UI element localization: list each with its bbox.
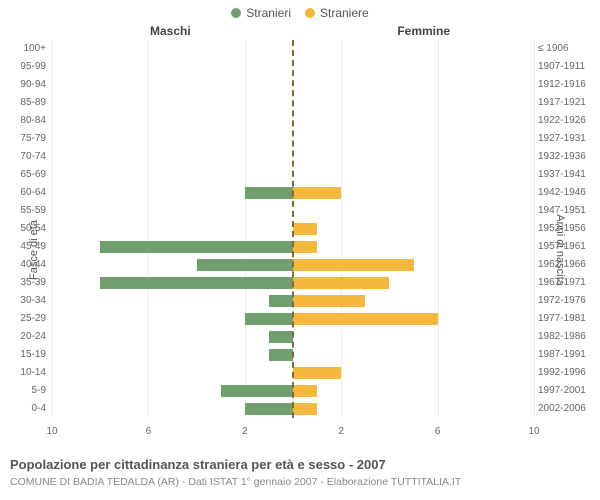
x-tick-label: 10 <box>46 426 57 437</box>
x-tick-label: 2 <box>338 426 344 437</box>
birth-year-label: 1987-1991 <box>538 346 596 364</box>
population-pyramid-chart: Stranieri Straniere Maschi Femmine Fasce… <box>0 0 600 500</box>
birth-year-label: 1917-1921 <box>538 94 596 112</box>
legend: Stranieri Straniere <box>0 0 600 22</box>
birth-year-label: 1997-2001 <box>538 382 596 400</box>
header-male: Maschi <box>150 24 191 38</box>
birth-year-label: 1992-1996 <box>538 364 596 382</box>
bar-female <box>293 313 438 325</box>
birth-year-label: 1907-1911 <box>538 58 596 76</box>
chart-subtitle: COMUNE DI BADIA TEDALDA (AR) - Dati ISTA… <box>10 476 461 488</box>
center-line <box>292 40 294 418</box>
legend-item-female: Straniere <box>305 6 369 20</box>
x-axis: 10106622 <box>52 426 534 440</box>
age-label: 100+ <box>6 40 46 58</box>
bar-female <box>293 187 341 199</box>
birth-year-label: 1932-1936 <box>538 148 596 166</box>
age-label: 0-4 <box>6 400 46 418</box>
birth-year-label: 1952-1956 <box>538 220 596 238</box>
legend-swatch-male <box>231 8 241 18</box>
bar-female <box>293 241 317 253</box>
birth-year-label: 1912-1916 <box>538 76 596 94</box>
age-label: 80-84 <box>6 112 46 130</box>
birth-year-label: 1957-1961 <box>538 238 596 256</box>
bar-female <box>293 223 317 235</box>
bar-male <box>245 403 293 415</box>
age-label: 5-9 <box>6 382 46 400</box>
age-label: 65-69 <box>6 166 46 184</box>
bar-female <box>293 259 414 271</box>
birth-year-label: ≤ 1906 <box>538 40 596 58</box>
x-tick-label: 6 <box>146 426 152 437</box>
plot-area: 100+≤ 190695-991907-191190-941912-191685… <box>52 40 534 418</box>
age-label: 70-74 <box>6 148 46 166</box>
bar-female <box>293 277 389 289</box>
age-label: 90-94 <box>6 76 46 94</box>
age-label: 55-59 <box>6 202 46 220</box>
bar-male <box>245 187 293 199</box>
legend-label-male: Stranieri <box>246 6 291 20</box>
bar-female <box>293 295 365 307</box>
bar-male <box>100 241 293 253</box>
birth-year-label: 2002-2006 <box>538 400 596 418</box>
x-tick-label: 10 <box>528 426 539 437</box>
age-label: 95-99 <box>6 58 46 76</box>
age-label: 60-64 <box>6 184 46 202</box>
legend-swatch-female <box>305 8 315 18</box>
bar-male <box>269 349 293 361</box>
age-label: 50-54 <box>6 220 46 238</box>
bar-male <box>221 385 293 397</box>
birth-year-label: 1937-1941 <box>538 166 596 184</box>
legend-item-male: Stranieri <box>231 6 291 20</box>
bar-male <box>197 259 293 271</box>
x-tick-label: 6 <box>435 426 441 437</box>
age-label: 40-44 <box>6 256 46 274</box>
birth-year-label: 1967-1971 <box>538 274 596 292</box>
age-label: 15-19 <box>6 346 46 364</box>
bar-female <box>293 367 341 379</box>
age-label: 30-34 <box>6 292 46 310</box>
bar-male <box>245 313 293 325</box>
age-label: 85-89 <box>6 94 46 112</box>
x-tick-label: 2 <box>242 426 248 437</box>
birth-year-label: 1982-1986 <box>538 328 596 346</box>
bar-female <box>293 403 317 415</box>
birth-year-label: 1972-1976 <box>538 292 596 310</box>
age-label: 20-24 <box>6 328 46 346</box>
age-label: 25-29 <box>6 310 46 328</box>
bar-male <box>269 295 293 307</box>
birth-year-label: 1962-1966 <box>538 256 596 274</box>
bar-male <box>269 331 293 343</box>
birth-year-label: 1942-1946 <box>538 184 596 202</box>
birth-year-label: 1947-1951 <box>538 202 596 220</box>
chart-title: Popolazione per cittadinanza straniera p… <box>10 457 386 472</box>
bar-female <box>293 385 317 397</box>
header-female: Femmine <box>397 24 450 38</box>
legend-label-female: Straniere <box>320 6 369 20</box>
age-label: 10-14 <box>6 364 46 382</box>
bar-male <box>100 277 293 289</box>
age-label: 35-39 <box>6 274 46 292</box>
age-label: 75-79 <box>6 130 46 148</box>
birth-year-label: 1977-1981 <box>538 310 596 328</box>
birth-year-label: 1922-1926 <box>538 112 596 130</box>
gridline <box>534 40 535 418</box>
age-label: 45-49 <box>6 238 46 256</box>
birth-year-label: 1927-1931 <box>538 130 596 148</box>
